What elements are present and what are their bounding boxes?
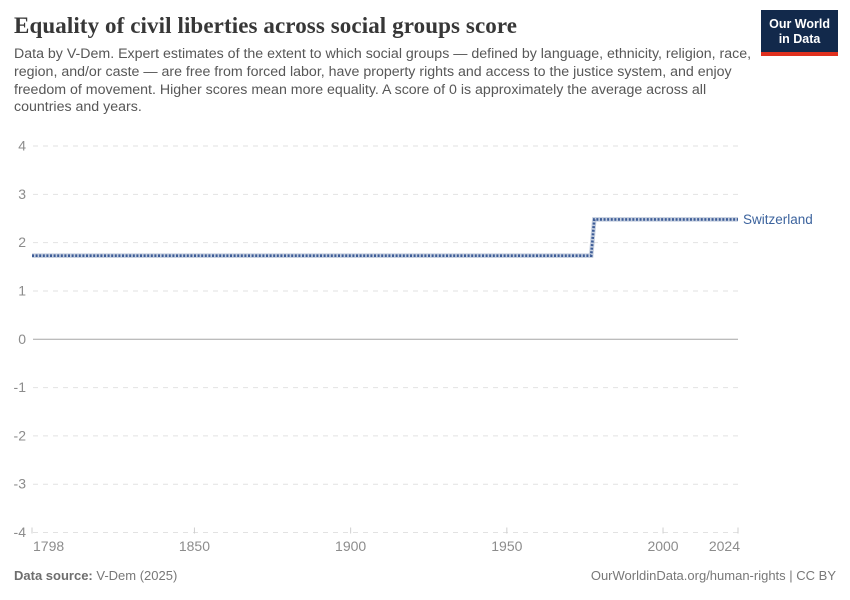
x-tick-label: 2000 bbox=[647, 538, 678, 554]
owid-logo-line2: in Data bbox=[778, 32, 821, 46]
y-tick-label: -2 bbox=[14, 427, 27, 443]
owid-logo[interactable]: Our World in Data bbox=[761, 10, 838, 56]
chart-header: Equality of civil liberties across socia… bbox=[0, 0, 850, 135]
chart-canvas: 4 3 2 1 0 -1 -2 -3 -4 1798 1850 1900 1950 2000 2024 Swi… bbox=[14, 138, 813, 555]
owid-logo-line1: Our World bbox=[769, 17, 830, 31]
y-tick-label: -4 bbox=[14, 524, 27, 540]
series-label-switzerland[interactable]: Switzerland bbox=[743, 212, 813, 227]
x-tick-label: 1950 bbox=[491, 538, 522, 554]
x-tick-label: 2024 bbox=[709, 538, 740, 554]
data-source-label: Data source: bbox=[14, 568, 93, 583]
y-tick-label: 0 bbox=[18, 331, 26, 347]
x-tick-label: 1900 bbox=[335, 538, 366, 554]
y-tick-label: -1 bbox=[14, 379, 27, 395]
y-tick-label: -3 bbox=[14, 476, 27, 492]
chart-footer: Data source: V-Dem (2025) OurWorldinData… bbox=[0, 559, 850, 583]
series-line-halo bbox=[32, 217, 738, 258]
y-tick-label: 4 bbox=[18, 138, 26, 154]
y-tick-label: 3 bbox=[18, 186, 26, 202]
owid-attribution-link[interactable]: OurWorldinData.org/human-rights | CC BY bbox=[590, 568, 836, 583]
x-tick-label: 1798 bbox=[33, 538, 64, 554]
y-tick-label: 1 bbox=[18, 282, 26, 298]
chart-subtitle: Data by V-Dem. Expert estimates of the e… bbox=[14, 46, 752, 116]
page-title: Equality of civil liberties across socia… bbox=[14, 13, 518, 38]
series-line-switzerland[interactable] bbox=[32, 218, 738, 257]
y-tick-label: 2 bbox=[18, 234, 26, 250]
data-source-value: V-Dem (2025) bbox=[92, 568, 178, 583]
x-tick-label: 1850 bbox=[179, 538, 210, 554]
data-source: Data source: V-Dem (2025) bbox=[14, 568, 177, 583]
